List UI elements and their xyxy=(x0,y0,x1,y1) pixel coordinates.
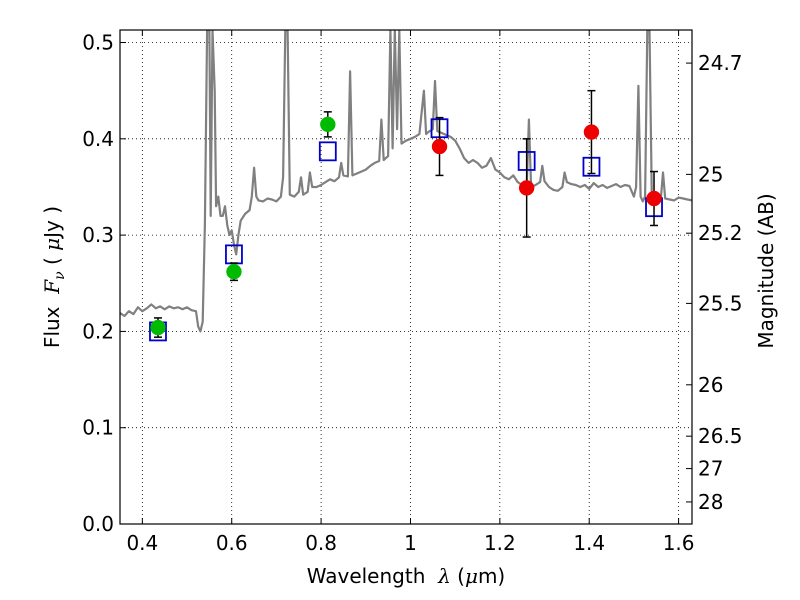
y-tick-label: 0.5 xyxy=(82,31,114,55)
photometry-point xyxy=(150,319,166,336)
y2-tick-label: 27 xyxy=(698,457,723,481)
x-tick-label: 1.2 xyxy=(484,531,516,555)
plot-frame xyxy=(119,29,693,525)
y2-tick-label: 28 xyxy=(698,490,723,514)
plot-area xyxy=(120,30,692,342)
photometry-point xyxy=(518,180,535,196)
y2-tick-label: 26 xyxy=(698,373,723,397)
photometry-point xyxy=(226,263,242,280)
y-tick-label: 0.0 xyxy=(82,512,114,536)
spectrum-line xyxy=(120,30,692,333)
model-square-marker xyxy=(318,141,337,162)
x-tick-label: 1.6 xyxy=(663,531,695,555)
y2-tick-label: 26.5 xyxy=(698,424,743,448)
photometry-point xyxy=(583,124,600,140)
x-tick-label: 0.6 xyxy=(216,531,248,555)
y2-tick-label: 25.5 xyxy=(698,291,743,315)
x-axis-label: Wavelength λ (μm) xyxy=(307,564,506,588)
axis-ticks: 0.4 0.6 0.8 1 1.2 1.4 1.6 0.0 0.1 0.2 0.3 0.4 0.5 24.… xyxy=(82,30,743,555)
y2-axis-label: Magnitude (AB) xyxy=(754,193,778,348)
photometry-point xyxy=(320,116,336,133)
y2-tick-label: 25 xyxy=(698,162,723,186)
photometry-point xyxy=(646,190,662,207)
x-tick-label: 1.4 xyxy=(573,531,605,555)
y-tick-label: 0.4 xyxy=(82,127,114,151)
y-tick-label: 0.1 xyxy=(82,416,114,440)
y-tick-label: 0.2 xyxy=(82,319,114,343)
y-tick-label: 0.3 xyxy=(82,223,114,247)
y-axis-label: Flux Fν ( μJy ) xyxy=(40,206,68,348)
x-tick-label: 1 xyxy=(404,531,417,555)
y2-tick-label: 24.7 xyxy=(698,51,743,75)
x-tick-label: 0.8 xyxy=(305,531,337,555)
y2-tick-label: 25.2 xyxy=(698,221,743,245)
photometry-point xyxy=(431,138,448,155)
grid-lines xyxy=(120,30,692,524)
x-tick-label: 0.4 xyxy=(126,531,158,555)
